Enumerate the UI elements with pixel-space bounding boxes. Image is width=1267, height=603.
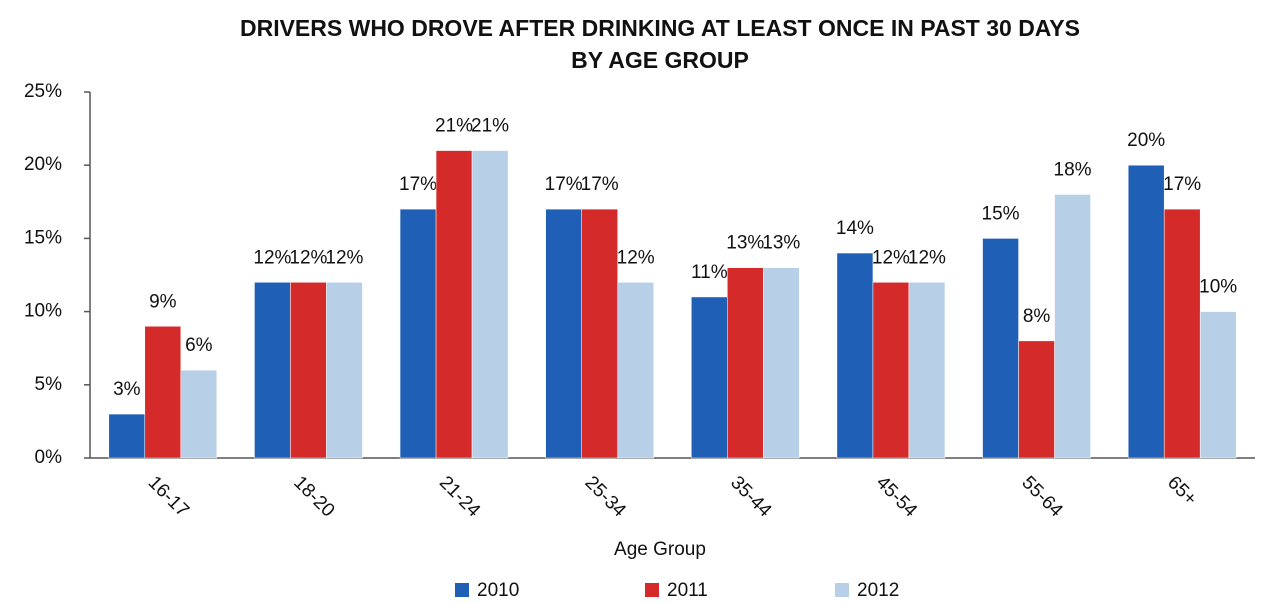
data-label: 6%: [185, 335, 213, 356]
bar: [1054, 194, 1091, 459]
data-label: 12%: [289, 247, 327, 268]
data-label: 9%: [149, 291, 177, 312]
y-tick-label: 0%: [35, 447, 63, 468]
data-label: 13%: [726, 233, 764, 254]
bar: [581, 208, 618, 459]
bar: [763, 267, 800, 459]
bar: [399, 208, 437, 459]
legend-label: 2010: [477, 580, 519, 601]
y-tick-label: 5%: [35, 374, 63, 395]
bar: [836, 252, 874, 459]
bar: [1018, 340, 1055, 459]
x-tick-label: 25-34: [581, 472, 631, 522]
data-label: 14%: [836, 218, 874, 239]
x-tick-label: 21-24: [435, 472, 485, 522]
x-tick-label: 65+: [1163, 472, 1201, 510]
data-label: 17%: [1163, 174, 1201, 195]
data-label: 8%: [1023, 306, 1051, 327]
bar: [471, 150, 509, 459]
data-label: 17%: [545, 174, 583, 195]
data-label: 17%: [581, 174, 619, 195]
data-label: 20%: [1127, 130, 1165, 151]
x-tick-label: 35-44: [726, 472, 776, 522]
bar: [144, 325, 182, 459]
legend-label: 2012: [857, 580, 899, 601]
data-label: 18%: [1054, 159, 1092, 180]
data-label: 12%: [872, 247, 910, 268]
bar: [617, 282, 654, 459]
bar: [254, 282, 291, 459]
x-tick-label: 18-20: [289, 472, 338, 521]
bar: [180, 369, 218, 459]
data-label: 15%: [982, 203, 1020, 224]
legend-swatch: [835, 583, 849, 597]
y-tick-label: 25%: [24, 81, 62, 102]
data-label: 12%: [253, 247, 291, 268]
bar: [1163, 208, 1201, 459]
chart-title: BY AGE GROUP: [571, 47, 749, 73]
x-tick-label: 55-64: [1017, 472, 1067, 522]
bar: [691, 296, 728, 459]
bar: [108, 413, 146, 459]
data-label: 21%: [435, 116, 473, 137]
y-tick-label: 10%: [24, 301, 62, 322]
data-label: 3%: [113, 379, 141, 400]
chart-title: DRIVERS WHO DROVE AFTER DRINKING AT LEAS…: [240, 15, 1080, 41]
data-label: 12%: [325, 247, 363, 268]
bar: [872, 282, 910, 459]
y-tick-label: 15%: [24, 227, 62, 248]
bar: [326, 282, 363, 459]
x-tick-label: 16-17: [144, 472, 193, 521]
data-label: 17%: [399, 174, 437, 195]
bar: [435, 150, 473, 459]
bar: [727, 267, 764, 459]
x-axis-title: Age Group: [614, 539, 706, 560]
data-label: 12%: [617, 247, 655, 268]
legend-swatch: [645, 583, 659, 597]
data-label: 11%: [691, 262, 728, 283]
data-label: 21%: [471, 116, 509, 137]
y-tick-label: 20%: [24, 154, 62, 175]
data-label: 10%: [1199, 277, 1237, 298]
bar: [545, 208, 582, 459]
bar: [1199, 311, 1237, 459]
x-tick-label: 45-54: [872, 472, 922, 522]
bar: [982, 238, 1019, 459]
bar: [908, 282, 946, 459]
data-label: 12%: [908, 247, 946, 268]
data-label: 13%: [762, 233, 800, 254]
bar: [290, 282, 327, 459]
legend-swatch: [455, 583, 469, 597]
bar: [1127, 164, 1165, 459]
legend-label: 2011: [667, 580, 708, 601]
